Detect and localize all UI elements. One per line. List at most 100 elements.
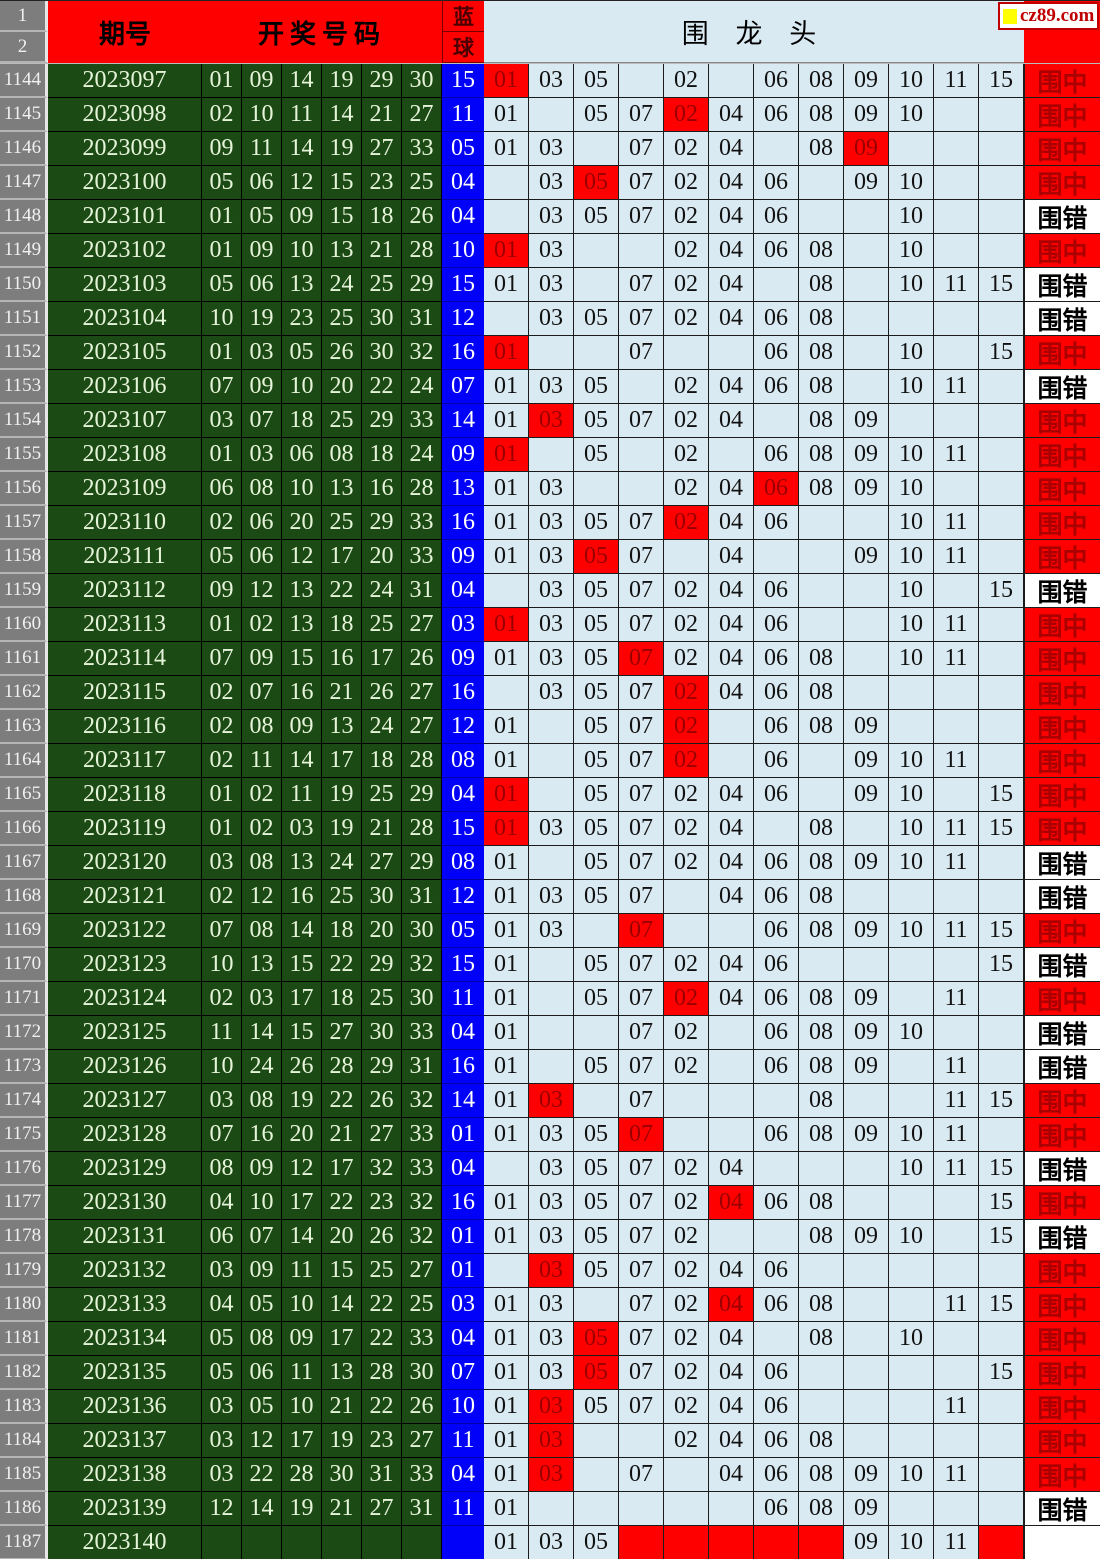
chart-cell: 02 bbox=[664, 744, 709, 778]
chart-cell: 08 bbox=[799, 132, 844, 166]
chart-cell bbox=[799, 1390, 844, 1424]
red-ball-cell: 31 bbox=[402, 880, 442, 914]
red-ball-cell: 26 bbox=[362, 676, 402, 710]
chart-cell: 15 bbox=[979, 778, 1024, 812]
blue-ball-cell: 15 bbox=[442, 812, 484, 846]
cz89-watermark-link[interactable]: cz89.com bbox=[998, 2, 1099, 30]
result-cell: 围中 bbox=[1024, 1254, 1100, 1288]
chart-cell: 04 bbox=[709, 846, 754, 880]
table-row: 1175 2023128 07 16 20 21 27 33 01 01 03 05 07 06 08 09 1… bbox=[0, 1118, 1100, 1152]
chart-cell: 03 bbox=[529, 302, 574, 336]
red-ball-cell: 13 bbox=[282, 268, 322, 302]
chart-cell: 04 bbox=[709, 506, 754, 540]
chart-cell: 01 bbox=[484, 132, 529, 166]
chart-cell: 01 bbox=[484, 608, 529, 642]
chart-cell bbox=[529, 744, 574, 778]
red-ball-cell: 15 bbox=[282, 1016, 322, 1050]
red-ball-cell: 29 bbox=[362, 1050, 402, 1084]
red-ball-cell: 25 bbox=[402, 166, 442, 200]
chart-cell bbox=[979, 880, 1024, 914]
row-index-cell: 1178 bbox=[0, 1220, 48, 1254]
chart-cell: 09 bbox=[844, 404, 889, 438]
blue-ball-cell: 15 bbox=[442, 948, 484, 982]
red-ball-cell: 17 bbox=[322, 1322, 362, 1356]
red-ball-cell: 10 bbox=[242, 1186, 282, 1220]
period-cell: 2023132 bbox=[48, 1254, 202, 1288]
red-ball-cell: 03 bbox=[282, 812, 322, 846]
red-ball-cell: 01 bbox=[202, 608, 242, 642]
chart-cell bbox=[799, 744, 844, 778]
period-cell: 2023131 bbox=[48, 1220, 202, 1254]
chart-cell: 05 bbox=[574, 302, 619, 336]
red-ball-cell: 25 bbox=[362, 608, 402, 642]
blue-ball-cell: 13 bbox=[442, 472, 484, 506]
chart-cell: 02 bbox=[664, 166, 709, 200]
chart-cell bbox=[484, 676, 529, 710]
table-row: 1157 2023110 02 06 20 25 29 33 16 01 03 05 07 02 04 06 1… bbox=[0, 506, 1100, 540]
chart-cell bbox=[574, 1424, 619, 1458]
red-ball-cell: 05 bbox=[202, 540, 242, 574]
red-ball-cell: 27 bbox=[362, 846, 402, 880]
chart-cell: 07 bbox=[619, 1356, 664, 1390]
chart-cell: 10 bbox=[889, 1220, 934, 1254]
red-ball-cell: 02 bbox=[202, 982, 242, 1016]
chart-cell: 11 bbox=[934, 914, 979, 948]
result-cell: 围中 bbox=[1024, 1390, 1100, 1424]
chart-cell bbox=[799, 540, 844, 574]
chart-cell bbox=[934, 1220, 979, 1254]
chart-cell bbox=[979, 1016, 1024, 1050]
result-cell: 围中 bbox=[1024, 812, 1100, 846]
blue-ball-cell: 16 bbox=[442, 336, 484, 370]
chart-cell: 07 bbox=[619, 1186, 664, 1220]
red-ball-cell: 20 bbox=[282, 506, 322, 540]
row-index-cell: 1187 bbox=[0, 1526, 48, 1559]
chart-cell: 08 bbox=[799, 1084, 844, 1118]
chart-cell: 07 bbox=[619, 1288, 664, 1322]
red-ball-cell: 25 bbox=[322, 506, 362, 540]
blue-ball-cell: 01 bbox=[442, 1254, 484, 1288]
red-ball-cell: 25 bbox=[322, 880, 362, 914]
chart-cell bbox=[889, 1050, 934, 1084]
result-cell: 围错 bbox=[1024, 1492, 1100, 1526]
chart-cell bbox=[934, 98, 979, 132]
red-ball-cell: 30 bbox=[362, 1016, 402, 1050]
red-ball-cell: 20 bbox=[322, 370, 362, 404]
period-cell: 2023109 bbox=[48, 472, 202, 506]
chart-cell bbox=[799, 1526, 844, 1559]
chart-cell: 03 bbox=[529, 166, 574, 200]
chart-cell bbox=[709, 64, 754, 98]
red-ball-cell: 31 bbox=[402, 574, 442, 608]
red-ball-cell: 09 bbox=[282, 1322, 322, 1356]
chart-cell: 06 bbox=[754, 642, 799, 676]
red-ball-cell: 13 bbox=[322, 234, 362, 268]
red-ball-cell: 02 bbox=[202, 744, 242, 778]
chart-cell: 02 bbox=[664, 608, 709, 642]
red-ball-cell: 09 bbox=[242, 1254, 282, 1288]
blue-ball-cell: 04 bbox=[442, 1016, 484, 1050]
chart-cell: 02 bbox=[664, 98, 709, 132]
red-ball-cell: 12 bbox=[282, 1152, 322, 1186]
red-ball-cell: 15 bbox=[322, 200, 362, 234]
chart-cell bbox=[664, 1492, 709, 1526]
result-cell: 围中 bbox=[1024, 64, 1100, 98]
red-ball-cell: 02 bbox=[242, 608, 282, 642]
chart-cell: 01 bbox=[484, 64, 529, 98]
blue-ball-cell: 15 bbox=[442, 268, 484, 302]
red-ball-cell: 17 bbox=[282, 982, 322, 1016]
red-ball-cell: 20 bbox=[362, 540, 402, 574]
row-index-cell: 1146 bbox=[0, 132, 48, 166]
chart-cell: 03 bbox=[529, 1186, 574, 1220]
red-ball-cell: 09 bbox=[202, 132, 242, 166]
chart-cell: 02 bbox=[664, 268, 709, 302]
red-ball-cell: 05 bbox=[242, 200, 282, 234]
chart-cell bbox=[619, 370, 664, 404]
chart-cell: 05 bbox=[574, 404, 619, 438]
red-ball-cell: 06 bbox=[242, 268, 282, 302]
result-cell: 围中 bbox=[1024, 1084, 1100, 1118]
chart-cell bbox=[979, 1424, 1024, 1458]
chart-cell: 01 bbox=[484, 1118, 529, 1152]
red-ball-cell: 09 bbox=[242, 370, 282, 404]
red-ball-cell: 20 bbox=[282, 1118, 322, 1152]
chart-cell bbox=[889, 948, 934, 982]
chart-cell: 02 bbox=[664, 1424, 709, 1458]
